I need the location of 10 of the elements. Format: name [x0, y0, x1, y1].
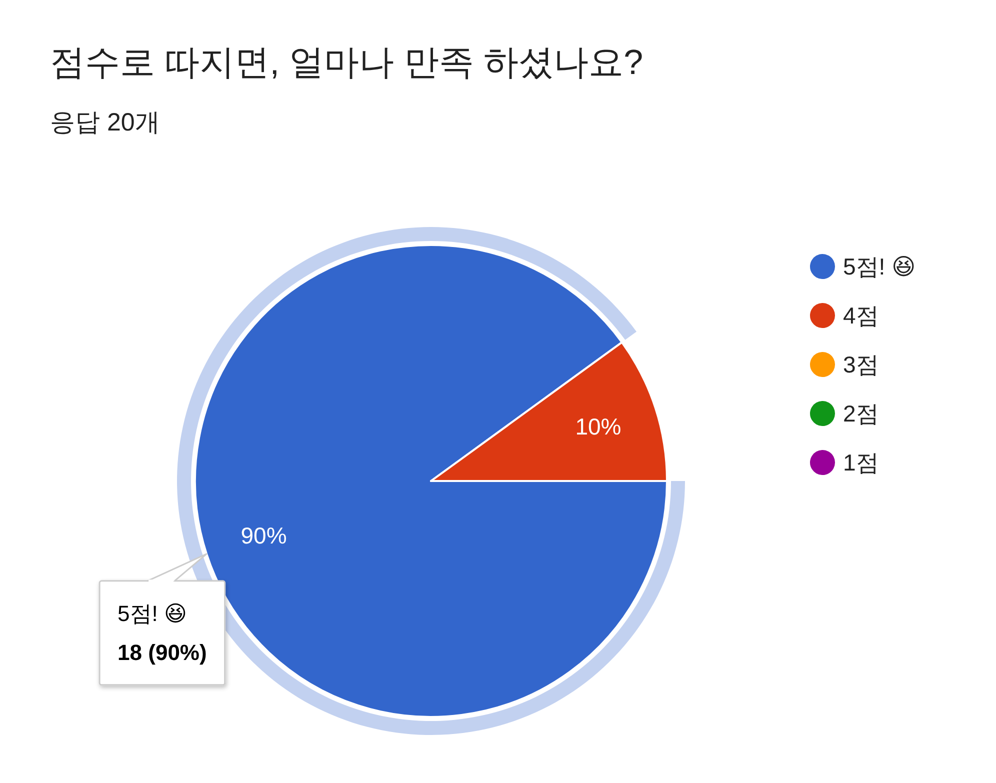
chart-title: 점수로 따지면, 얼마나 만족 하셨나요?	[50, 43, 644, 82]
data-label: 10%	[575, 414, 622, 440]
chart-subtitle: 응답 20개	[50, 108, 160, 136]
legend-label: 3점	[843, 352, 879, 378]
legend-label: 1점	[843, 450, 879, 476]
data-label: 90%	[240, 522, 287, 548]
legend-label: 2점	[843, 400, 879, 426]
legend-label: 4점	[843, 302, 879, 328]
text: 5점! 😆 18 (90%)	[118, 600, 207, 665]
legend-label: 5점! 😆	[843, 254, 916, 280]
